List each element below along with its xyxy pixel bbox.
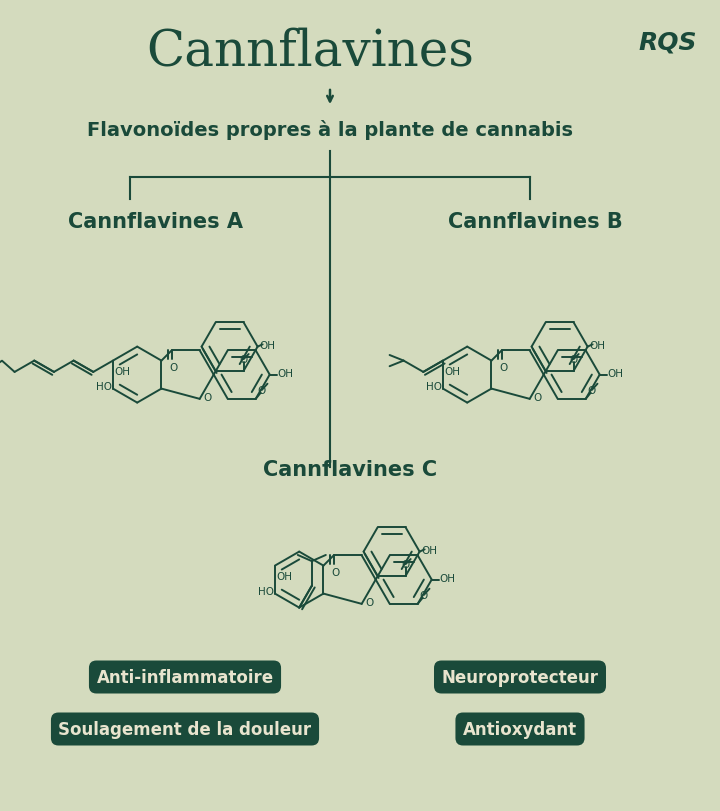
Text: O: O bbox=[258, 385, 266, 396]
Text: Flavonoïdes propres à la plante de cannabis: Flavonoïdes propres à la plante de canna… bbox=[87, 120, 573, 139]
Text: OH: OH bbox=[421, 546, 437, 556]
Text: O: O bbox=[169, 363, 177, 372]
Text: O: O bbox=[533, 393, 541, 402]
Text: HO: HO bbox=[96, 382, 112, 392]
Text: Antioxydant: Antioxydant bbox=[463, 720, 577, 738]
Text: O: O bbox=[203, 393, 211, 402]
Text: O: O bbox=[240, 354, 248, 365]
Text: O: O bbox=[420, 590, 428, 600]
Text: Anti-inflammatoire: Anti-inflammatoire bbox=[96, 668, 274, 686]
Text: OH: OH bbox=[114, 367, 130, 376]
Text: O: O bbox=[331, 568, 339, 577]
Text: OH: OH bbox=[259, 341, 275, 351]
Text: O: O bbox=[365, 597, 373, 607]
Text: O: O bbox=[402, 560, 410, 569]
Text: HO: HO bbox=[258, 586, 274, 597]
Text: OH: OH bbox=[589, 341, 605, 351]
Text: Neuroprotecteur: Neuroprotecteur bbox=[441, 668, 598, 686]
Text: OH: OH bbox=[608, 369, 624, 379]
Text: Cannflavines: Cannflavines bbox=[146, 28, 474, 76]
Text: Cannflavines A: Cannflavines A bbox=[68, 212, 243, 232]
Text: O: O bbox=[570, 354, 577, 365]
Text: OH: OH bbox=[439, 573, 456, 583]
Text: O: O bbox=[588, 385, 596, 396]
Text: Soulagement de la douleur: Soulagement de la douleur bbox=[58, 720, 312, 738]
Text: HO: HO bbox=[426, 382, 441, 392]
Text: OH: OH bbox=[276, 571, 292, 581]
Text: OH: OH bbox=[277, 369, 294, 379]
Text: Cannflavines B: Cannflavines B bbox=[448, 212, 622, 232]
Text: Cannflavines C: Cannflavines C bbox=[263, 460, 437, 479]
Text: O: O bbox=[499, 363, 507, 372]
Text: OH: OH bbox=[444, 367, 460, 376]
Text: RQS: RQS bbox=[639, 30, 697, 54]
